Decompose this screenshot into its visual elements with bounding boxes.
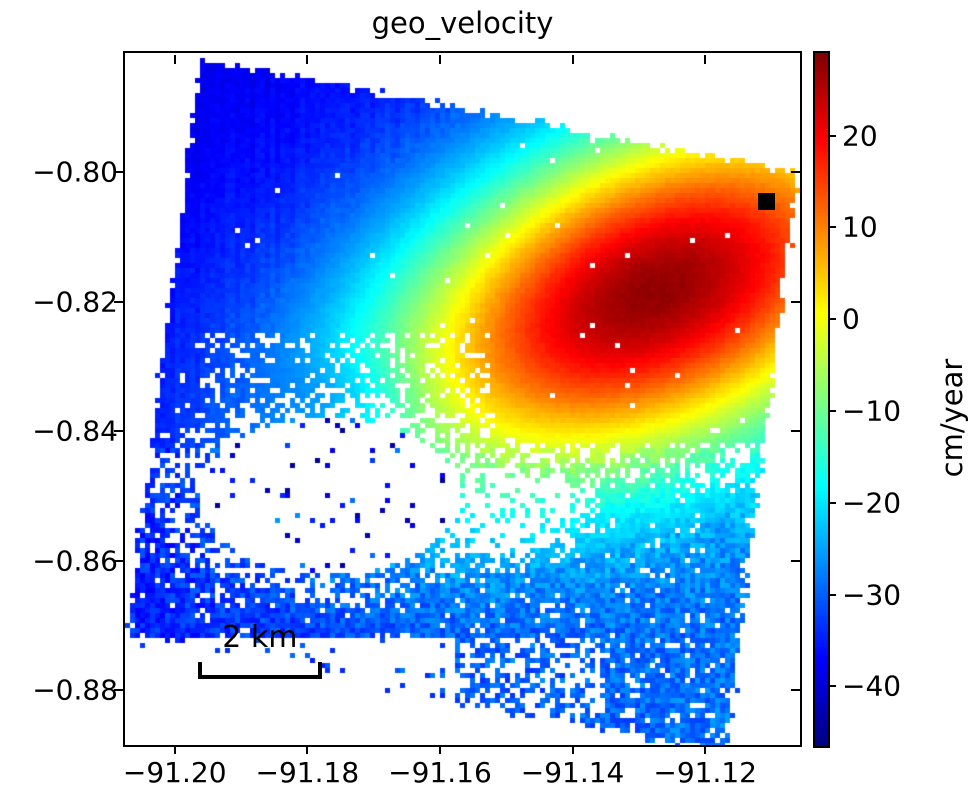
scalebar-left-cap bbox=[197, 662, 202, 680]
y-axis-tick-label: −0.80 bbox=[32, 155, 118, 189]
y-axis-tick-label: −0.86 bbox=[32, 544, 118, 577]
plot-title: geo_velocity bbox=[371, 6, 554, 40]
map-axes bbox=[123, 51, 802, 747]
y-axis-tick bbox=[114, 430, 123, 433]
colorbar-tick-label: −40 bbox=[842, 669, 902, 703]
x-axis-tick-label: −91.12 bbox=[653, 756, 757, 789]
colorbar-tick-label: 0 bbox=[842, 302, 860, 336]
x-axis-top-tick bbox=[173, 55, 176, 64]
y-axis-tick-label: −0.82 bbox=[32, 285, 118, 319]
y-axis-right-tick bbox=[791, 300, 800, 303]
colorbar-tick bbox=[828, 501, 836, 504]
colorbar-gradient bbox=[815, 53, 828, 746]
y-axis-tick bbox=[114, 559, 123, 562]
y-axis-tick bbox=[114, 171, 123, 174]
y-axis-tick-label: −0.84 bbox=[32, 414, 118, 448]
velocity-heatmap bbox=[125, 53, 800, 745]
colorbar-tick-label: −10 bbox=[842, 394, 902, 428]
x-axis-tick bbox=[704, 745, 707, 754]
x-axis-top-tick bbox=[438, 55, 441, 64]
x-axis-tick bbox=[571, 745, 574, 754]
x-axis-tick-label: −91.20 bbox=[122, 756, 227, 789]
y-axis-right-tick bbox=[791, 430, 800, 433]
y-axis-tick bbox=[114, 300, 123, 303]
scalebar-right-cap bbox=[317, 662, 322, 680]
x-axis-tick bbox=[173, 745, 176, 754]
y-axis-right-tick bbox=[791, 171, 800, 174]
colorbar-units-label: cm/year bbox=[935, 358, 969, 478]
x-axis-tick-label: −91.16 bbox=[388, 756, 492, 789]
x-axis-tick bbox=[306, 745, 309, 754]
colorbar-tick-label: 10 bbox=[842, 210, 878, 244]
colorbar bbox=[813, 51, 830, 748]
colorbar-tick bbox=[828, 134, 836, 137]
y-axis-tick bbox=[114, 688, 123, 691]
x-axis-tick-label: −91.14 bbox=[520, 756, 625, 789]
x-axis-top-tick bbox=[704, 55, 707, 64]
colorbar-tick-label: −20 bbox=[842, 486, 902, 520]
x-axis-tick-label: −91.18 bbox=[255, 756, 360, 789]
colorbar-tick-label: −30 bbox=[842, 578, 902, 612]
x-axis-tick bbox=[438, 745, 441, 754]
colorbar-tick bbox=[828, 685, 836, 688]
x-axis-top-tick bbox=[571, 55, 574, 64]
colorbar-tick-label: 20 bbox=[842, 119, 878, 153]
y-axis-tick-label: −0.88 bbox=[32, 673, 118, 707]
y-axis-right-tick bbox=[791, 688, 800, 691]
colorbar-tick bbox=[828, 593, 836, 596]
scalebar-line bbox=[197, 675, 322, 680]
colorbar-tick bbox=[828, 409, 836, 412]
scalebar-label: 2 km bbox=[222, 620, 298, 656]
colorbar-tick bbox=[828, 226, 836, 229]
x-axis-top-tick bbox=[306, 55, 309, 64]
colorbar-tick bbox=[828, 318, 836, 321]
y-axis-right-tick bbox=[791, 559, 800, 562]
reference-point-marker bbox=[757, 193, 775, 211]
